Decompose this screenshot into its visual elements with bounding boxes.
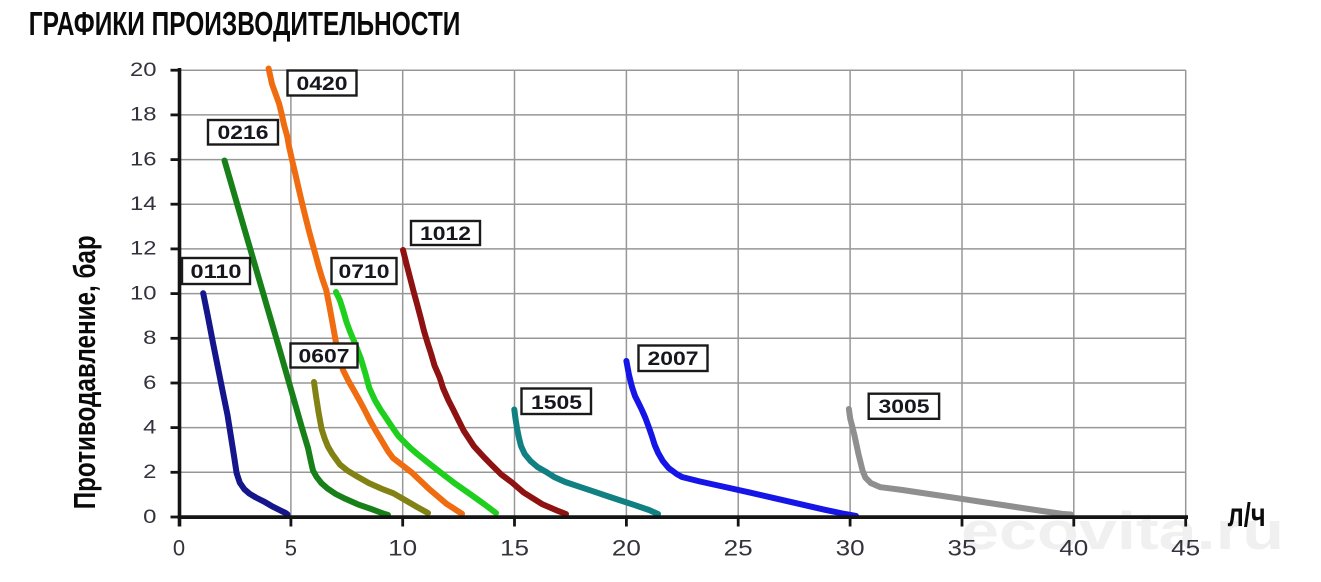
svg-text:ecovita.ru: ecovita.ru xyxy=(961,502,1284,561)
svg-text:0607: 0607 xyxy=(299,346,350,367)
svg-text:20: 20 xyxy=(612,536,641,561)
svg-text:2007: 2007 xyxy=(648,349,699,370)
svg-text:12: 12 xyxy=(130,239,157,260)
svg-text:2: 2 xyxy=(143,462,156,483)
svg-text:л/ч: л/ч xyxy=(1228,496,1266,533)
svg-text:14: 14 xyxy=(130,194,157,215)
svg-text:10: 10 xyxy=(388,536,417,561)
svg-text:35: 35 xyxy=(948,536,977,561)
svg-text:15: 15 xyxy=(500,536,529,561)
svg-text:30: 30 xyxy=(836,536,865,561)
svg-text:0216: 0216 xyxy=(218,123,269,144)
svg-text:18: 18 xyxy=(130,105,157,126)
svg-text:20: 20 xyxy=(130,60,157,81)
svg-text:3005: 3005 xyxy=(879,397,931,418)
svg-text:ГРАФИКИ ПРОИЗВОДИТЕЛЬНОСТИ: ГРАФИКИ ПРОИЗВОДИТЕЛЬНОСТИ xyxy=(29,6,461,43)
svg-text:1505: 1505 xyxy=(531,393,583,414)
svg-text:25: 25 xyxy=(724,536,753,561)
svg-text:40: 40 xyxy=(1059,536,1088,561)
svg-text:10: 10 xyxy=(130,283,157,304)
svg-text:0: 0 xyxy=(173,536,185,561)
svg-text:0710: 0710 xyxy=(339,262,390,283)
svg-text:4: 4 xyxy=(143,417,157,438)
svg-text:5: 5 xyxy=(285,536,297,561)
svg-text:6: 6 xyxy=(143,373,156,394)
svg-text:0: 0 xyxy=(143,507,156,528)
svg-text:45: 45 xyxy=(1171,536,1200,561)
svg-text:16: 16 xyxy=(130,149,157,170)
svg-text:1012: 1012 xyxy=(420,224,471,245)
svg-text:0420: 0420 xyxy=(297,74,348,95)
svg-text:0110: 0110 xyxy=(191,262,242,283)
svg-text:8: 8 xyxy=(143,328,156,349)
svg-text:Противодавление, бар: Противодавление, бар xyxy=(67,235,102,509)
